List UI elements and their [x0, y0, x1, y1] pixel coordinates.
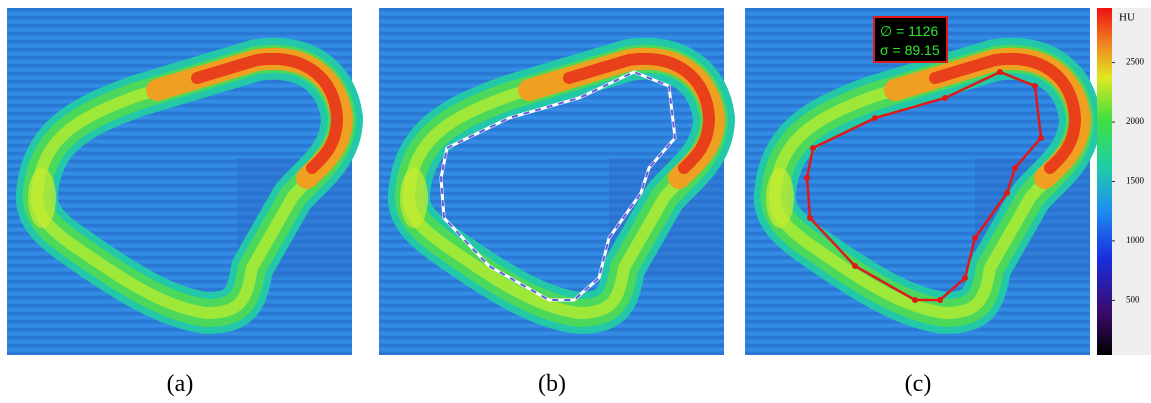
colorbar-tick-label: 1000 — [1126, 235, 1145, 245]
colorbar — [1097, 8, 1112, 355]
dashed-contour — [439, 70, 677, 302]
colorbar-tick-label: 1500 — [1126, 176, 1145, 186]
colorbar-tick-label: 500 — [1126, 294, 1140, 304]
colorbar-background — [1112, 8, 1151, 355]
panel-caption: (b) — [538, 371, 566, 397]
panel-caption: (a) — [167, 371, 194, 397]
segmentation-contour — [804, 69, 1044, 303]
annotation-box: ∅ = 1126 σ = 89.15 — [873, 16, 948, 63]
scan-image — [7, 8, 352, 355]
colorbar-title: HU — [1119, 12, 1135, 24]
colorbar-tick-label: 2000 — [1126, 116, 1145, 126]
colorbar-tick-label: 2500 — [1126, 57, 1145, 67]
scan-image — [379, 8, 724, 355]
sigma-label: σ = 89.15 — [880, 42, 940, 58]
diameter-label: ∅ = 1126 — [880, 23, 938, 39]
panel-caption: (c) — [905, 371, 932, 397]
